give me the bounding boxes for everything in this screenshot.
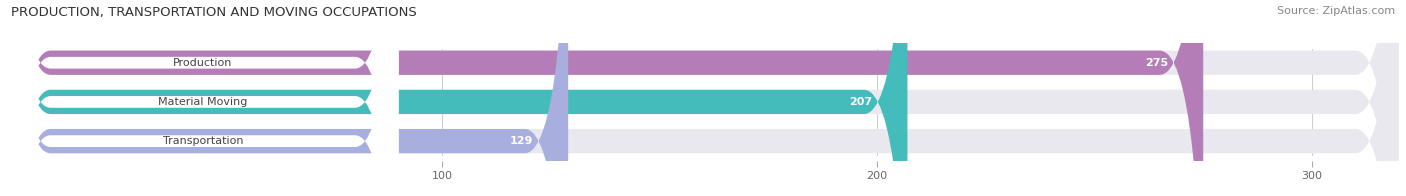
Text: Production: Production <box>173 58 232 68</box>
Text: Material Moving: Material Moving <box>157 97 247 107</box>
Text: 129: 129 <box>510 136 533 146</box>
FancyBboxPatch shape <box>7 0 1204 196</box>
Text: 275: 275 <box>1146 58 1168 68</box>
Text: 207: 207 <box>849 97 873 107</box>
FancyBboxPatch shape <box>7 0 398 196</box>
FancyBboxPatch shape <box>7 0 1399 196</box>
FancyBboxPatch shape <box>7 0 1399 196</box>
FancyBboxPatch shape <box>7 0 398 196</box>
Text: PRODUCTION, TRANSPORTATION AND MOVING OCCUPATIONS: PRODUCTION, TRANSPORTATION AND MOVING OC… <box>11 6 418 19</box>
FancyBboxPatch shape <box>7 0 568 196</box>
Text: Source: ZipAtlas.com: Source: ZipAtlas.com <box>1277 6 1395 16</box>
FancyBboxPatch shape <box>7 0 398 196</box>
FancyBboxPatch shape <box>7 0 907 196</box>
FancyBboxPatch shape <box>7 0 1399 196</box>
Text: Transportation: Transportation <box>163 136 243 146</box>
